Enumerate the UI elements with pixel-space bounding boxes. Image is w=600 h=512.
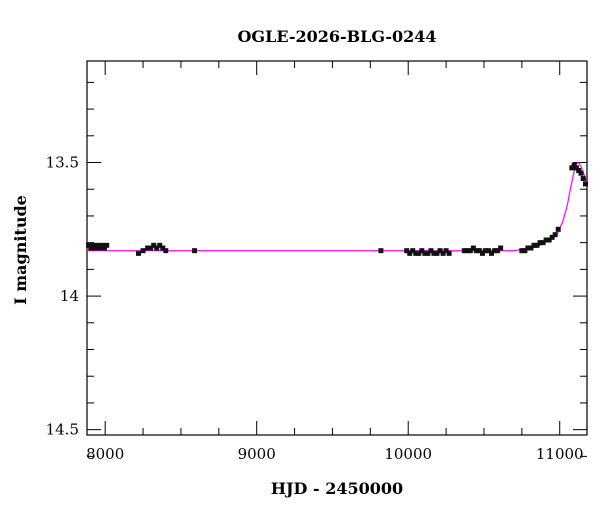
data-point	[95, 242, 101, 248]
data-point	[151, 242, 157, 248]
data-point	[446, 250, 452, 256]
data-point	[573, 165, 579, 171]
data-point	[492, 248, 498, 254]
chart-title: OGLE-2026-BLG-0244	[237, 27, 436, 46]
data-point	[86, 242, 92, 248]
data-point	[578, 170, 584, 176]
data-point	[413, 250, 419, 256]
data-point	[440, 250, 446, 256]
data-point	[92, 245, 98, 251]
data-point	[425, 250, 431, 256]
data-point	[461, 248, 467, 254]
data-point	[378, 248, 384, 254]
data-point	[443, 248, 449, 254]
data-point	[495, 248, 501, 254]
data-point	[540, 240, 546, 246]
data-point	[154, 245, 160, 251]
data-point	[489, 250, 495, 256]
data-point	[479, 250, 485, 256]
data-point	[145, 245, 151, 251]
data-point	[580, 176, 586, 182]
data-point	[99, 242, 105, 248]
data-point	[404, 248, 410, 254]
data-point	[519, 248, 525, 254]
data-point	[522, 248, 528, 254]
data-point	[486, 248, 492, 254]
data-point	[498, 245, 504, 251]
data-point	[576, 168, 582, 174]
data-point	[571, 162, 577, 168]
y-tick-label: 14	[60, 287, 79, 305]
plot-frame	[86, 60, 588, 436]
data-point	[428, 248, 434, 254]
data-point	[410, 248, 416, 254]
y-tick-label: 14.5	[46, 421, 79, 439]
x-tick-label: 9000	[238, 445, 276, 463]
data-point	[482, 248, 488, 254]
data-point	[473, 248, 479, 254]
data-point	[140, 248, 146, 254]
data-point	[97, 245, 103, 251]
data-point	[528, 245, 534, 251]
plot-area: 8000 9000 10000 11000 13.5 14 14.5	[46, 60, 588, 463]
data-point	[569, 165, 575, 171]
data-point	[467, 248, 473, 254]
y-tick-label: 13.5	[46, 154, 79, 172]
data-point	[90, 242, 96, 248]
data-point	[104, 242, 110, 248]
data-point	[431, 250, 437, 256]
x-tick-label: 11000	[536, 445, 584, 463]
data-point	[160, 245, 166, 251]
data-point	[434, 250, 440, 256]
x-axis-label: HJD - 2450000	[271, 479, 403, 498]
data-point	[157, 242, 163, 248]
data-point	[543, 237, 549, 243]
data-point	[555, 226, 561, 232]
data-point	[531, 242, 537, 248]
data-point	[407, 250, 413, 256]
data-point	[546, 237, 552, 243]
y-axis-label: I magnitude	[11, 195, 30, 305]
data-point	[148, 245, 154, 251]
data-point	[416, 250, 422, 256]
data-point	[464, 248, 470, 254]
data-point	[470, 245, 476, 251]
data-point	[476, 248, 482, 254]
data-point	[534, 242, 540, 248]
data-point	[163, 248, 169, 254]
data-point	[525, 245, 531, 251]
data-point	[582, 181, 588, 187]
x-tick-label: 8000	[86, 445, 124, 463]
data-point	[537, 240, 543, 246]
data-point	[192, 248, 198, 254]
data-point	[101, 245, 107, 251]
data-point	[88, 245, 94, 251]
data-point	[552, 232, 558, 238]
data-point	[549, 234, 555, 240]
model-curve	[87, 161, 588, 252]
data-point	[419, 248, 425, 254]
x-tick-label: 10000	[384, 445, 432, 463]
data-point	[136, 250, 142, 256]
data-point	[437, 248, 443, 254]
data-point	[422, 250, 428, 256]
